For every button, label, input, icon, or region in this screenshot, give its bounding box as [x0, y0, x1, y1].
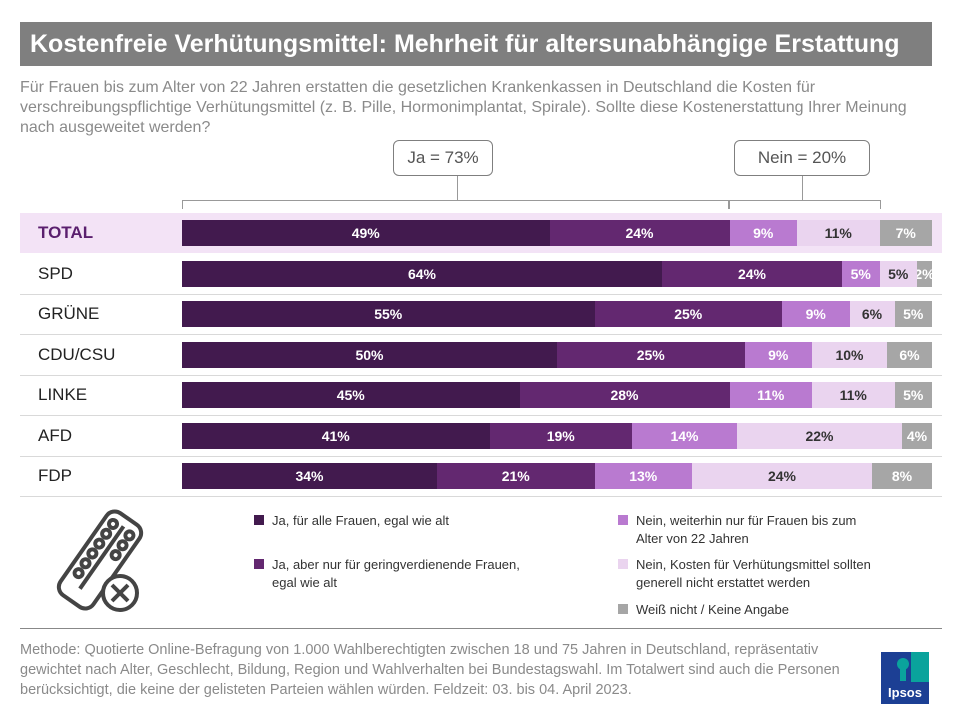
- legend-item: Nein, Kosten für Verhütungsmittel sollte…: [618, 556, 906, 592]
- bar-segment: 5%: [894, 382, 932, 408]
- bar-segment: 45%: [182, 382, 520, 408]
- bar-segment: 11%: [729, 382, 812, 408]
- legend-swatch: [618, 559, 628, 569]
- legend-swatch: [618, 515, 628, 525]
- question-text: Für Frauen bis zum Alter von 22 Jahren e…: [20, 79, 907, 136]
- category-label: AFD: [38, 426, 72, 445]
- bar-segment: 25%: [594, 301, 782, 327]
- legend-swatch: [254, 559, 264, 569]
- bar-segment: 8%: [872, 463, 932, 489]
- bar-segment: 13%: [594, 463, 692, 489]
- legend-swatch: [618, 604, 628, 614]
- chart-row: CDU/CSU 50% 25% 9% 10% 6%: [20, 335, 942, 376]
- stacked-bar: 55% 25% 9% 6% 5%: [182, 301, 932, 327]
- bar-segment: 9%: [744, 342, 812, 368]
- nein-total-box: Nein = 20%: [734, 140, 870, 176]
- logo-text: Ipsos: [888, 685, 922, 700]
- nein-bracket: [729, 200, 881, 209]
- bar-segment: 25%: [557, 342, 745, 368]
- legend-item: Weiß nicht / Keine Angabe: [618, 601, 876, 619]
- stacked-bar: 49% 24% 9% 11% 7%: [182, 220, 932, 246]
- bar-segment: 7%: [879, 220, 932, 246]
- legend-swatch: [254, 515, 264, 525]
- bar-segment: 28%: [519, 382, 730, 408]
- bar-segment: 21%: [437, 463, 595, 489]
- pill-pack-icon: [50, 505, 160, 620]
- stacked-bar: 45% 28% 11% 11% 5%: [182, 382, 932, 408]
- bar-segment: 14%: [632, 423, 737, 449]
- bar-segment: 5%: [879, 261, 917, 287]
- bar-segment: 49%: [182, 220, 550, 246]
- bar-segment: 6%: [887, 342, 932, 368]
- stacked-bar: 41% 19% 14% 22% 4%: [182, 423, 932, 449]
- chart-row: AFD 41% 19% 14% 22% 4%: [20, 416, 942, 457]
- legend-item: Ja, für alle Frauen, egal wie alt: [254, 512, 502, 530]
- legend-item: Nein, weiterhin nur für Frauen bis zum A…: [618, 512, 876, 548]
- methodology-note: Methode: Quotierte Online-Befragung von …: [20, 642, 840, 698]
- category-label: GRÜNE: [38, 304, 100, 323]
- legend-item: Ja, aber nur für geringverdienende Fraue…: [254, 556, 522, 592]
- bar-segment: 34%: [182, 463, 437, 489]
- bar-segment: 10%: [812, 342, 887, 368]
- bar-segment: 24%: [692, 463, 872, 489]
- divider: [20, 628, 942, 629]
- bar-segment: 64%: [182, 261, 662, 287]
- page-title: Kostenfreie Verhütungsmittel: Mehrheit f…: [20, 22, 932, 66]
- legend-label: Nein, Kosten für Verhütungsmittel sollte…: [636, 557, 871, 590]
- category-label: SPD: [38, 264, 73, 283]
- stacked-bar: 64%24%5%5%2%: [182, 261, 932, 287]
- legend-label: Nein, weiterhin nur für Frauen bis zum A…: [636, 513, 857, 546]
- legend-label: Ja, aber nur für geringverdienende Fraue…: [272, 557, 520, 590]
- nein-connector: [802, 176, 803, 200]
- bar-segment: 55%: [182, 301, 595, 327]
- chart-row: TOTAL 49% 24% 9% 11% 7%: [20, 213, 942, 253]
- category-label: FDP: [38, 466, 72, 485]
- bar-segment: 6%: [849, 301, 895, 327]
- bar-segment: 41%: [182, 423, 490, 449]
- chart-row: GRÜNE 55% 25% 9% 6% 5%: [20, 294, 942, 335]
- bar-segment: 5%: [842, 261, 880, 287]
- bar-segment: 11%: [797, 220, 880, 246]
- chart-row: FDP 34% 21% 13% 24% 8%: [20, 456, 942, 497]
- bar-segment: 19%: [489, 423, 632, 449]
- stacked-bar: 50% 25% 9% 10% 6%: [182, 342, 932, 368]
- bar-segment: 5%: [894, 301, 932, 327]
- bar-segment: 24%: [549, 220, 730, 246]
- category-label: TOTAL: [38, 223, 94, 242]
- category-label: CDU/CSU: [38, 345, 116, 364]
- legend-label: Ja, für alle Frauen, egal wie alt: [272, 513, 450, 528]
- bar-segment: 11%: [812, 382, 895, 408]
- bar-segment: 4%: [902, 423, 932, 449]
- ipsos-logo: Ipsos: [881, 652, 929, 704]
- ja-bracket: [182, 200, 729, 209]
- bar-segment: 50%: [182, 342, 557, 368]
- stacked-bar: 34% 21% 13% 24% 8%: [182, 463, 932, 489]
- ja-total-box: Ja = 73%: [393, 140, 493, 176]
- bar-segment: 24%: [662, 261, 842, 287]
- legend-label: Weiß nicht / Keine Angabe: [636, 602, 789, 617]
- bar-segment: 9%: [729, 220, 797, 246]
- ja-connector: [457, 176, 458, 200]
- chart-row: LINKE 45% 28% 11% 11% 5%: [20, 375, 942, 416]
- category-label: LINKE: [38, 385, 88, 404]
- bar-segment: 9%: [782, 301, 850, 327]
- bar-segment: 22%: [737, 423, 902, 449]
- bar-segment: 2%: [917, 261, 932, 287]
